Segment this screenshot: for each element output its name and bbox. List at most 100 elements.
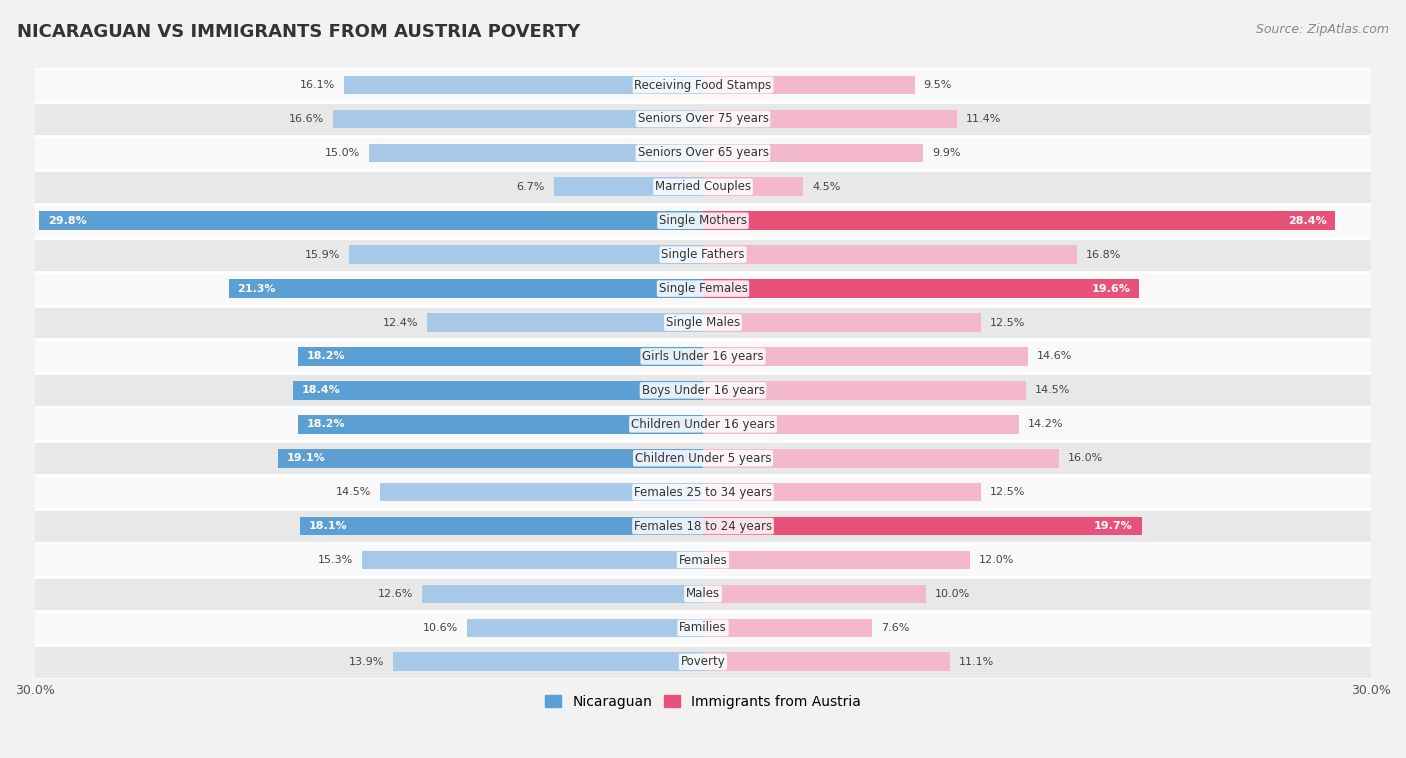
Text: Single Females: Single Females [658, 282, 748, 295]
Text: 16.1%: 16.1% [301, 80, 336, 90]
Bar [35, 441, 1371, 475]
Bar [35, 611, 1371, 645]
Bar [344, 76, 703, 94]
Text: 19.1%: 19.1% [287, 453, 325, 463]
Text: 10.0%: 10.0% [935, 589, 970, 599]
Text: 11.1%: 11.1% [959, 656, 994, 667]
Text: Single Fathers: Single Fathers [661, 248, 745, 262]
Text: 18.2%: 18.2% [307, 419, 346, 429]
Bar [35, 645, 1371, 678]
Bar [298, 347, 703, 366]
Bar [35, 407, 1371, 441]
Bar [368, 143, 703, 162]
Text: 15.9%: 15.9% [305, 249, 340, 260]
Text: Seniors Over 65 years: Seniors Over 65 years [637, 146, 769, 159]
Bar [703, 619, 872, 637]
Text: 6.7%: 6.7% [516, 182, 546, 192]
Text: Receiving Food Stamps: Receiving Food Stamps [634, 79, 772, 92]
Text: Girls Under 16 years: Girls Under 16 years [643, 350, 763, 363]
Text: Children Under 16 years: Children Under 16 years [631, 418, 775, 431]
Bar [333, 110, 703, 128]
Bar [35, 204, 1371, 238]
Text: 14.5%: 14.5% [1035, 385, 1070, 396]
Text: Seniors Over 75 years: Seniors Over 75 years [637, 112, 769, 126]
Text: Families: Families [679, 622, 727, 634]
Text: Females: Females [679, 553, 727, 566]
Bar [363, 551, 703, 569]
Text: 10.6%: 10.6% [423, 623, 458, 633]
Bar [703, 551, 970, 569]
Text: Boys Under 16 years: Boys Under 16 years [641, 384, 765, 397]
Bar [35, 577, 1371, 611]
Bar [394, 653, 703, 671]
Bar [703, 584, 925, 603]
Bar [294, 381, 703, 399]
Text: 19.6%: 19.6% [1091, 283, 1130, 293]
Text: 12.0%: 12.0% [979, 555, 1015, 565]
Bar [554, 177, 703, 196]
Bar [427, 313, 703, 332]
Bar [229, 279, 703, 298]
Bar [703, 177, 803, 196]
Text: 21.3%: 21.3% [238, 283, 276, 293]
Bar [703, 517, 1142, 535]
Bar [35, 475, 1371, 509]
Bar [35, 136, 1371, 170]
Bar [703, 143, 924, 162]
Text: 18.4%: 18.4% [302, 385, 340, 396]
Bar [35, 509, 1371, 543]
Bar [703, 76, 914, 94]
Bar [277, 449, 703, 468]
Bar [703, 279, 1139, 298]
Bar [349, 246, 703, 264]
Bar [35, 340, 1371, 374]
Bar [703, 246, 1077, 264]
Bar [703, 313, 981, 332]
Text: Females 18 to 24 years: Females 18 to 24 years [634, 519, 772, 533]
Text: 18.1%: 18.1% [309, 521, 347, 531]
Text: NICARAGUAN VS IMMIGRANTS FROM AUSTRIA POVERTY: NICARAGUAN VS IMMIGRANTS FROM AUSTRIA PO… [17, 23, 581, 41]
Text: 12.5%: 12.5% [990, 487, 1025, 497]
Text: 29.8%: 29.8% [48, 216, 87, 226]
Text: Children Under 5 years: Children Under 5 years [634, 452, 772, 465]
Bar [703, 653, 950, 671]
Bar [39, 211, 703, 230]
Text: 28.4%: 28.4% [1288, 216, 1326, 226]
Text: 16.8%: 16.8% [1085, 249, 1122, 260]
Text: Married Couples: Married Couples [655, 180, 751, 193]
Bar [467, 619, 703, 637]
Bar [35, 238, 1371, 271]
Text: 12.4%: 12.4% [382, 318, 418, 327]
Text: 4.5%: 4.5% [813, 182, 841, 192]
Text: 9.9%: 9.9% [932, 148, 960, 158]
Text: 12.5%: 12.5% [990, 318, 1025, 327]
Bar [35, 543, 1371, 577]
Text: 19.7%: 19.7% [1094, 521, 1133, 531]
Text: 13.9%: 13.9% [349, 656, 385, 667]
Bar [703, 415, 1019, 434]
Text: 16.0%: 16.0% [1069, 453, 1104, 463]
Text: 12.6%: 12.6% [378, 589, 413, 599]
Text: Males: Males [686, 587, 720, 600]
Bar [35, 102, 1371, 136]
Bar [35, 68, 1371, 102]
Text: Poverty: Poverty [681, 656, 725, 669]
Bar [703, 211, 1336, 230]
Legend: Nicaraguan, Immigrants from Austria: Nicaraguan, Immigrants from Austria [540, 690, 866, 715]
Text: 16.6%: 16.6% [290, 114, 325, 124]
Text: 15.0%: 15.0% [325, 148, 360, 158]
Text: 15.3%: 15.3% [318, 555, 353, 565]
Text: 18.2%: 18.2% [307, 352, 346, 362]
Bar [703, 449, 1059, 468]
Text: Single Mothers: Single Mothers [659, 215, 747, 227]
Text: 14.6%: 14.6% [1038, 352, 1073, 362]
Bar [703, 347, 1028, 366]
Bar [35, 271, 1371, 305]
Text: 14.5%: 14.5% [336, 487, 371, 497]
Bar [380, 483, 703, 502]
Text: Single Males: Single Males [666, 316, 740, 329]
Bar [35, 170, 1371, 204]
Text: 7.6%: 7.6% [882, 623, 910, 633]
Bar [298, 415, 703, 434]
Bar [299, 517, 703, 535]
